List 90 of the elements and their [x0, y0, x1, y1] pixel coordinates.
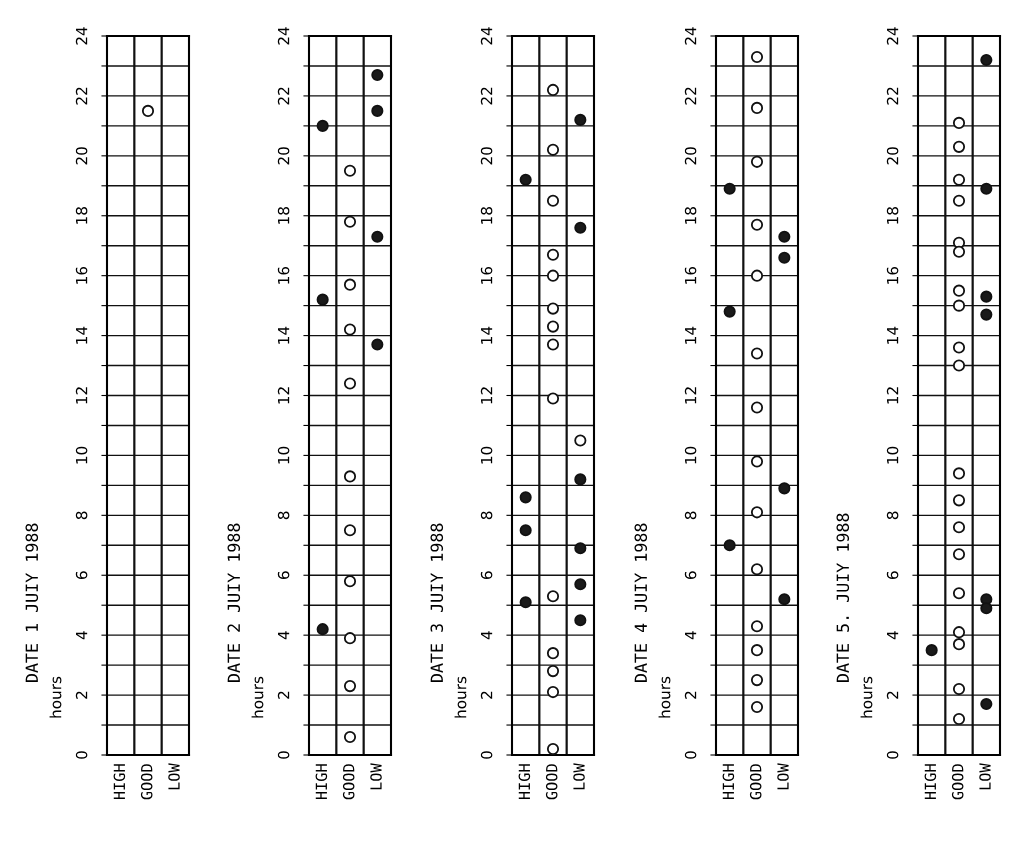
- y-tick-label: 12: [886, 387, 899, 404]
- y-tick-label: 8: [886, 511, 899, 520]
- y-tick-label: 22: [75, 87, 88, 105]
- y-tick-label: 24: [480, 27, 493, 45]
- x-tick-label: LOW: [168, 763, 180, 790]
- y-tick-label: 10: [277, 446, 290, 464]
- x-tick-label: HIGH: [924, 764, 937, 800]
- y-tick-label: 0: [886, 751, 899, 759]
- x-tick-label: LOW: [573, 763, 585, 790]
- y-tick-label: 2: [480, 691, 493, 699]
- x-tick-label: LOW: [370, 763, 382, 790]
- y-tick-label: 14: [481, 326, 493, 344]
- y-tick-label: 10: [480, 446, 493, 464]
- y-tick-label: 18: [277, 207, 290, 224]
- y-tick-label: 22: [277, 87, 290, 105]
- y-tick-label: 24: [886, 27, 899, 45]
- x-tick-label: HIGH: [113, 764, 126, 800]
- y-tick-label: 4: [887, 631, 899, 640]
- y-tick-label: 16: [684, 266, 697, 284]
- x-tick-label: GOOD: [951, 764, 964, 800]
- y-tick-label: 0: [75, 751, 88, 759]
- y-tick-label: 12: [75, 387, 88, 404]
- y-tick-label: 4: [481, 631, 493, 640]
- y-tick-label: 22: [886, 87, 899, 105]
- y-tick-label: 14: [76, 326, 88, 344]
- y-tick-label: 24: [277, 27, 290, 45]
- y-tick-label: 22: [480, 87, 493, 105]
- y-tick-label: 18: [75, 207, 88, 224]
- x-tick-label: HIGH: [315, 764, 328, 800]
- y-tick-label: 4: [76, 631, 88, 640]
- y-tick-label: 2: [277, 691, 290, 699]
- y-tick-label: 20: [480, 147, 493, 165]
- y-tick-label: 14: [685, 326, 697, 344]
- y-tick-label: 20: [886, 147, 899, 165]
- y-tick-label: 22: [684, 87, 697, 105]
- y-tick-label: 20: [684, 147, 697, 165]
- text: DATE 5. JUIY 1988: [836, 513, 850, 682]
- x-tick-label: GOOD: [342, 764, 355, 800]
- y-tick-label: 14: [887, 326, 899, 344]
- y-axis-title: hours: [454, 676, 467, 718]
- x-tick-label: HIGH: [722, 764, 735, 800]
- y-tick-label: 6: [480, 571, 493, 580]
- y-tick-label: 24: [75, 27, 88, 45]
- text: DATE 2 JUIY 1988: [227, 523, 241, 682]
- y-tick-label: 10: [886, 446, 899, 464]
- y-tick-label: 24: [684, 27, 697, 45]
- y-tick-label: 4: [278, 631, 290, 640]
- text: DATE 3 JUIY 1988: [430, 523, 444, 682]
- y-tick-label: 6: [684, 571, 697, 580]
- y-tick-label: 16: [886, 266, 899, 284]
- y-axis-title: hours: [658, 676, 671, 718]
- y-tick-label: 2: [684, 691, 697, 699]
- y-tick-label: 2: [75, 691, 88, 699]
- y-axis-title: hours: [251, 676, 264, 718]
- y-tick-label: 8: [480, 511, 493, 520]
- y-tick-label: 8: [277, 511, 290, 520]
- y-tick-label: 16: [277, 266, 290, 284]
- y-tick-label: 4: [685, 631, 697, 640]
- y-tick-label: 6: [886, 571, 899, 580]
- text: DATE 4 JUIY 1988: [634, 523, 648, 682]
- y-tick-label: 16: [75, 266, 88, 284]
- x-tick-label: GOOD: [749, 764, 762, 800]
- y-axis-title: hours: [860, 676, 873, 718]
- y-tick-label: 18: [480, 207, 493, 224]
- y-tick-label: 8: [684, 511, 697, 520]
- y-tick-label: 0: [277, 751, 290, 759]
- x-tick-label: GOOD: [545, 764, 558, 800]
- y-tick-label: 20: [277, 147, 290, 165]
- y-tick-label: 0: [480, 751, 493, 759]
- y-tick-label: 0: [684, 751, 697, 759]
- y-tick-label: 12: [684, 387, 697, 404]
- y-axis-title: hours: [49, 676, 62, 718]
- y-tick-label: 8: [75, 511, 88, 520]
- text: DATE 1 JUIY 1988: [25, 523, 39, 682]
- y-tick-label: 2: [886, 691, 899, 699]
- y-tick-label: 14: [278, 326, 290, 344]
- y-tick-label: 20: [75, 147, 88, 165]
- y-tick-label: 18: [684, 207, 697, 224]
- y-tick-label: 6: [277, 571, 290, 580]
- y-tick-label: 6: [75, 571, 88, 580]
- x-tick-label: GOOD: [140, 764, 153, 800]
- y-tick-label: 12: [480, 387, 493, 404]
- y-tick-label: 12: [277, 387, 290, 404]
- y-tick-label: 10: [75, 446, 88, 464]
- y-tick-label: 10: [684, 446, 697, 464]
- y-tick-label: 18: [886, 207, 899, 224]
- x-tick-label: LOW: [979, 763, 991, 790]
- x-tick-label: LOW: [777, 763, 789, 790]
- y-tick-label: 16: [480, 266, 493, 284]
- x-tick-label: HIGH: [518, 764, 531, 800]
